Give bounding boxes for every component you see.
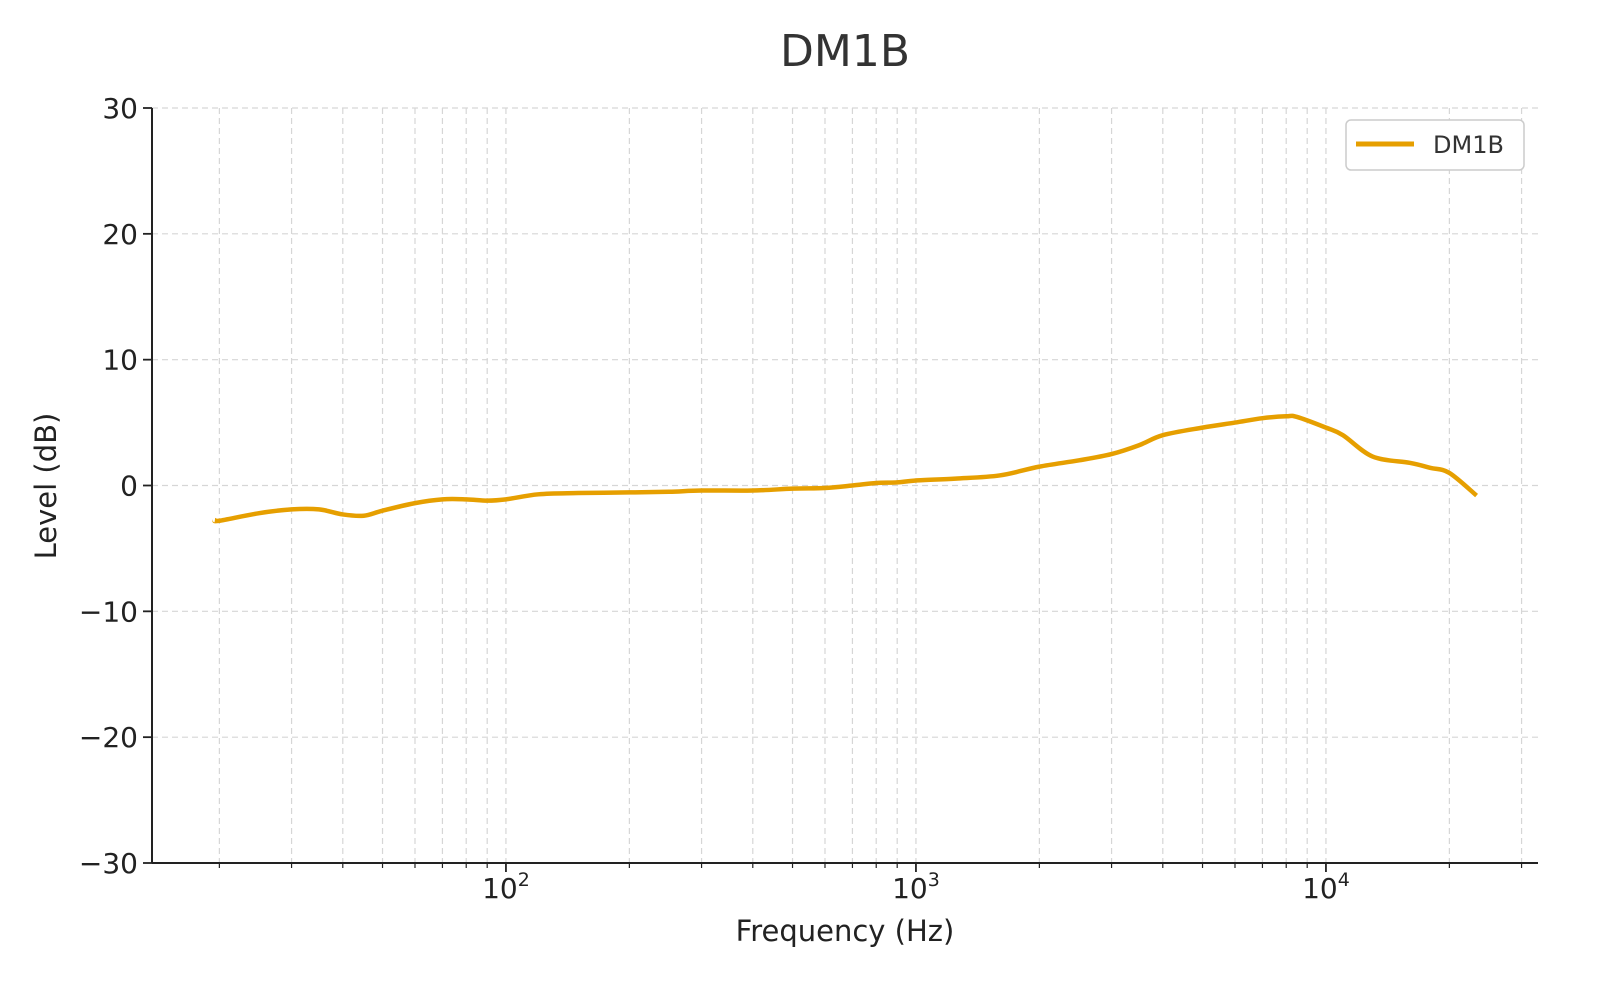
y-tick-label: −10 xyxy=(79,595,138,628)
y-tick-label: 0 xyxy=(120,470,138,503)
x-tick-label: 104 xyxy=(1302,869,1350,905)
x-tick-base: 10 xyxy=(1302,872,1338,905)
x-tick-base: 10 xyxy=(892,872,928,905)
x-axis-label: Frequency (Hz) xyxy=(736,914,955,948)
series-layer xyxy=(212,413,1479,524)
chart-title: DM1B xyxy=(780,26,910,77)
y-tick-label: −20 xyxy=(79,721,138,754)
y-tick-label: 10 xyxy=(102,344,138,377)
x-tick-label: 102 xyxy=(482,869,530,905)
legend-box xyxy=(1345,119,1525,171)
x-tick-base: 10 xyxy=(482,872,518,905)
y-axis-label: Level (dB) xyxy=(29,413,63,560)
grid xyxy=(152,107,1538,864)
y-tick-label: 30 xyxy=(102,92,138,125)
x-tick-exponent: 3 xyxy=(928,869,940,891)
y-tick-label: 20 xyxy=(102,218,138,251)
x-tick-exponent: 2 xyxy=(518,869,530,891)
x-tick-exponent: 4 xyxy=(1338,869,1350,891)
legend-label: DM1B xyxy=(1433,131,1504,159)
y-tick-label: −30 xyxy=(79,847,138,880)
series-line-dm1b xyxy=(212,413,1479,524)
x-tick-label: 103 xyxy=(892,869,940,905)
legend: DM1B xyxy=(1345,119,1525,171)
